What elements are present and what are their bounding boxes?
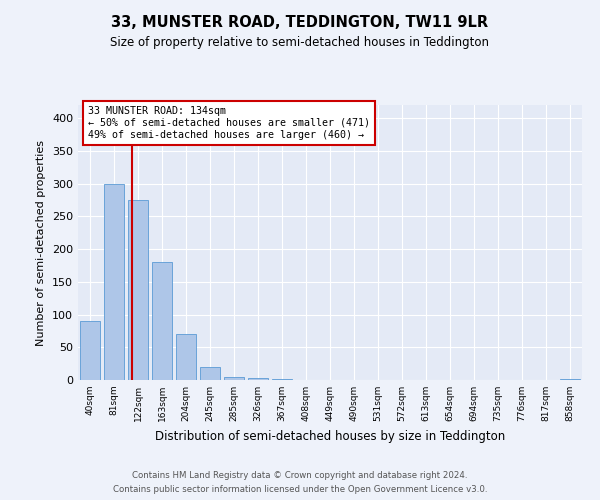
Bar — [80, 321, 100, 380]
Bar — [152, 262, 172, 380]
Bar — [128, 200, 148, 380]
Bar — [248, 378, 268, 380]
X-axis label: Distribution of semi-detached houses by size in Teddington: Distribution of semi-detached houses by … — [155, 430, 505, 442]
Text: 33, MUNSTER ROAD, TEDDINGTON, TW11 9LR: 33, MUNSTER ROAD, TEDDINGTON, TW11 9LR — [112, 15, 488, 30]
Text: 33 MUNSTER ROAD: 134sqm
← 50% of semi-detached houses are smaller (471)
49% of s: 33 MUNSTER ROAD: 134sqm ← 50% of semi-de… — [88, 106, 370, 140]
Bar — [176, 334, 196, 380]
Text: Contains HM Land Registry data © Crown copyright and database right 2024.: Contains HM Land Registry data © Crown c… — [132, 472, 468, 480]
Y-axis label: Number of semi-detached properties: Number of semi-detached properties — [37, 140, 46, 346]
Bar — [224, 376, 244, 380]
Text: Contains public sector information licensed under the Open Government Licence v3: Contains public sector information licen… — [113, 486, 487, 494]
Bar — [200, 367, 220, 380]
Bar — [104, 184, 124, 380]
Text: Size of property relative to semi-detached houses in Teddington: Size of property relative to semi-detach… — [110, 36, 490, 49]
